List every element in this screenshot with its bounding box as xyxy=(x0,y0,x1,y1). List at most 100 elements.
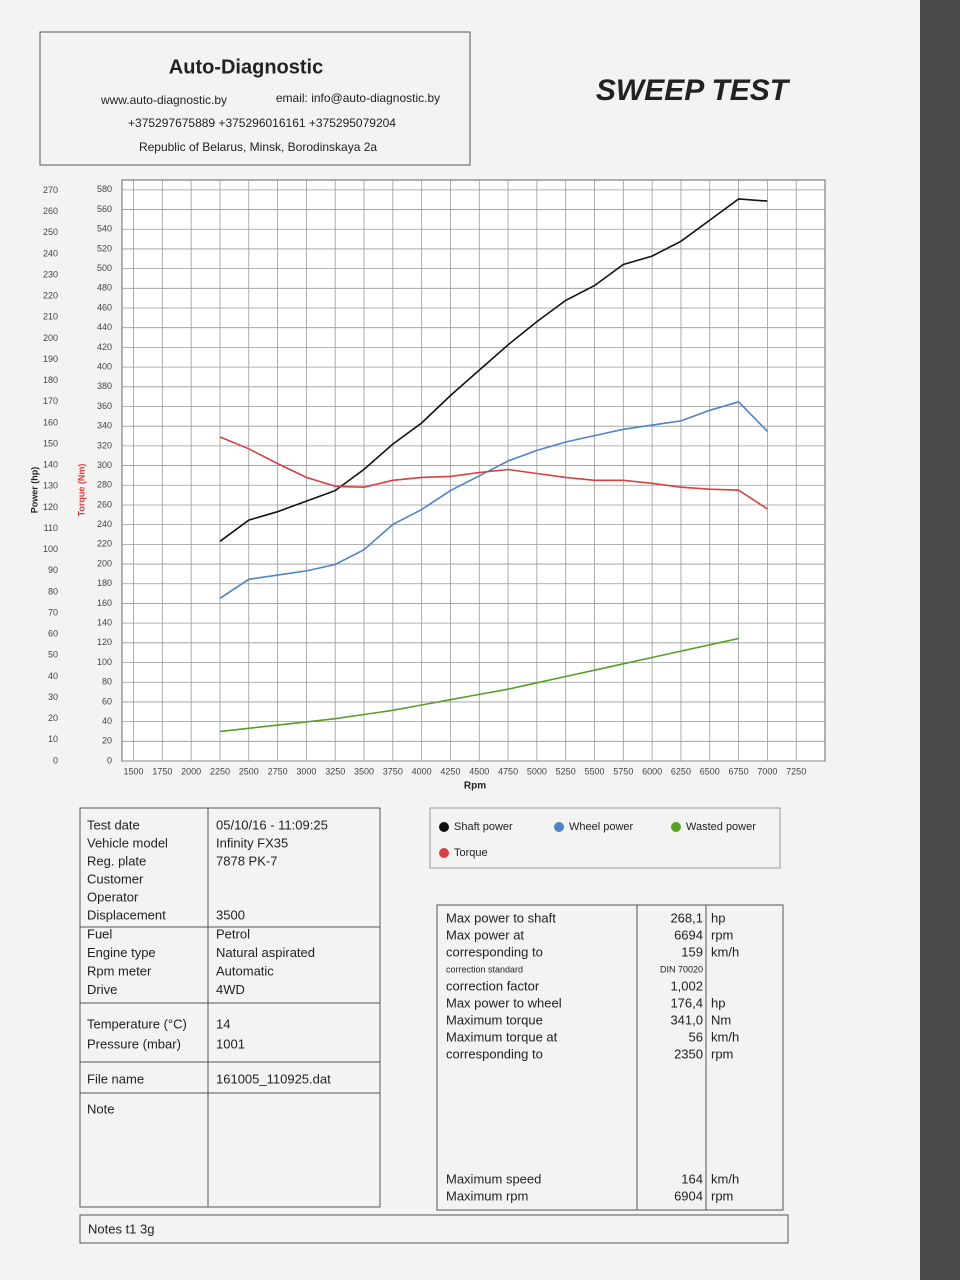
result-unit: rpm xyxy=(711,1188,733,1203)
x-tick-label: 5250 xyxy=(556,766,576,776)
result-value: 268,1 xyxy=(670,910,703,925)
info-value: Infinity FX35 xyxy=(216,835,288,850)
company: Auto-Diagnostic xyxy=(169,56,323,78)
result-value: 159 xyxy=(681,944,703,959)
page-title: SWEEP TEST xyxy=(596,74,791,107)
y-tick-label: 50 xyxy=(48,650,58,660)
legend-marker xyxy=(554,822,564,832)
y-tick-label: 30 xyxy=(48,692,58,702)
info-value: 3500 xyxy=(216,907,245,922)
result-value: 6694 xyxy=(674,927,703,942)
result-value: 164 xyxy=(681,1171,703,1186)
y-tick-label: 100 xyxy=(43,544,58,554)
result-unit: hp xyxy=(711,910,725,925)
y2-tick-label: 480 xyxy=(97,283,112,293)
result-label: correction factor xyxy=(446,978,540,993)
y2-tick-label: 200 xyxy=(97,558,112,568)
y-tick-label: 190 xyxy=(43,354,58,364)
y2-tick-label: 100 xyxy=(97,657,112,667)
y-tick-label: 10 xyxy=(48,734,58,744)
result-unit: km/h xyxy=(711,1029,739,1044)
result-label: Maximum rpm xyxy=(446,1188,528,1203)
y-tick-label: 80 xyxy=(48,586,58,596)
result-label: Maximum torque at xyxy=(446,1029,558,1044)
info-label: Test date xyxy=(87,817,140,832)
info-box xyxy=(79,807,381,1208)
info-value: 4WD xyxy=(216,982,245,997)
legend-marker xyxy=(671,822,681,832)
y2-tick-label: 440 xyxy=(97,322,112,332)
header-box xyxy=(39,31,471,166)
x-tick-label: 3000 xyxy=(296,766,316,776)
info-label: Engine type xyxy=(87,945,156,960)
x-tick-label: 2250 xyxy=(210,766,230,776)
x-tick-label: 2750 xyxy=(268,766,288,776)
y-tick-label: 20 xyxy=(48,713,58,723)
y2-tick-label: 580 xyxy=(97,184,112,194)
y-tick-label: 70 xyxy=(48,607,58,617)
y2-tick-label: 260 xyxy=(97,499,112,509)
y2-tick-label: 60 xyxy=(102,696,112,706)
y-tick-label: 60 xyxy=(48,629,58,639)
y-tick-label: 250 xyxy=(43,227,58,237)
info-label: File name xyxy=(87,1071,144,1086)
x-axis-title: Rpm xyxy=(464,781,486,792)
result-label: correction standard xyxy=(446,964,523,974)
info-label: Vehicle model xyxy=(87,835,168,850)
y-tick-label: 180 xyxy=(43,375,58,385)
y-tick-label: 90 xyxy=(48,565,58,575)
info-label: Rpm meter xyxy=(87,963,152,978)
y-tick-label: 170 xyxy=(43,396,58,406)
legend-label: Shaft power xyxy=(454,821,513,833)
y2-tick-label: 520 xyxy=(97,243,112,253)
y2-tick-label: 380 xyxy=(97,381,112,391)
y2-tick-label: 240 xyxy=(97,519,112,529)
x-tick-label: 6000 xyxy=(642,766,662,776)
info-label: Pressure (mbar) xyxy=(87,1036,181,1051)
y-tick-label: 200 xyxy=(43,333,58,343)
info-value: 05/10/16 - 11:09:25 xyxy=(216,817,328,832)
x-tick-label: 7000 xyxy=(757,766,777,776)
result-label: corresponding to xyxy=(446,1046,543,1061)
y2-tick-label: 40 xyxy=(102,716,112,726)
y-tick-label: 230 xyxy=(43,269,58,279)
result-unit: hp xyxy=(711,995,725,1010)
y2-tick-label: 400 xyxy=(97,361,112,371)
y2-tick-label: 300 xyxy=(97,460,112,470)
y-tick-label: 150 xyxy=(43,438,58,448)
info-label: Note xyxy=(87,1101,114,1116)
result-unit: km/h xyxy=(711,944,739,959)
x-tick-label: 6750 xyxy=(729,766,749,776)
series-line xyxy=(219,637,739,733)
y-axis-title: Power (hp) xyxy=(29,467,39,514)
y2-tick-label: 180 xyxy=(97,578,112,588)
x-tick-label: 4500 xyxy=(469,766,489,776)
phones: +375297675889 +375296016161 +37529507920… xyxy=(128,116,396,130)
y2-tick-label: 140 xyxy=(97,618,112,628)
x-tick-label: 6250 xyxy=(671,766,691,776)
x-tick-label: 2000 xyxy=(181,766,201,776)
y2-tick-label: 320 xyxy=(97,440,112,450)
result-label: Max power at xyxy=(446,927,524,942)
info-label: Operator xyxy=(87,889,139,904)
y-tick-label: 240 xyxy=(43,248,58,258)
y-tick-label: 130 xyxy=(43,481,58,491)
info-value: Natural aspirated xyxy=(216,945,315,960)
y-tick-label: 260 xyxy=(43,206,58,216)
info-value: 7878 PK-7 xyxy=(216,853,277,868)
y-tick-label: 270 xyxy=(43,185,58,195)
y2-tick-label: 220 xyxy=(97,539,112,549)
result-unit: rpm xyxy=(711,1046,733,1061)
info-label: Reg. plate xyxy=(87,853,146,868)
result-value: DIN 70020 xyxy=(660,964,703,974)
result-label: Maximum torque xyxy=(446,1012,543,1027)
series-line xyxy=(219,198,768,542)
result-label: Maximum speed xyxy=(446,1171,541,1186)
result-value: 176,4 xyxy=(670,995,703,1010)
y2-tick-label: 460 xyxy=(97,302,112,312)
x-tick-label: 4000 xyxy=(412,766,432,776)
address: Republic of Belarus, Minsk, Borodinskaya… xyxy=(139,140,377,154)
x-tick-label: 3250 xyxy=(325,766,345,776)
series-line xyxy=(219,436,768,510)
